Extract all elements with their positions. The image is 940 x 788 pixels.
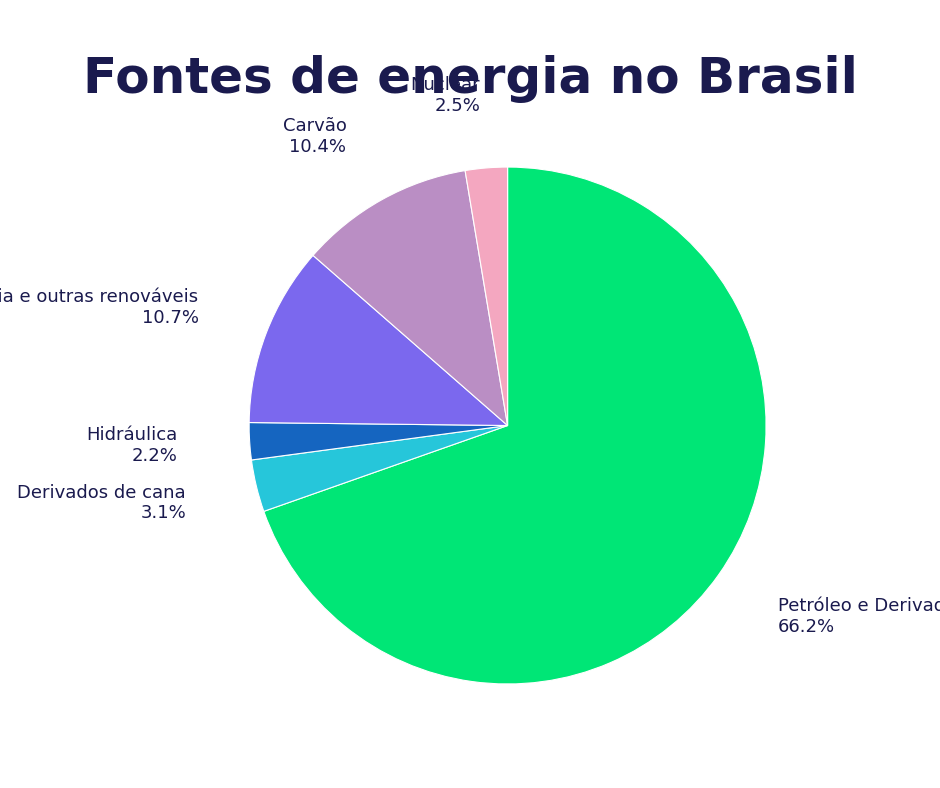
- Text: Fontes de energia no Brasil: Fontes de energia no Brasil: [83, 55, 857, 103]
- Wedge shape: [465, 167, 508, 426]
- Wedge shape: [249, 422, 508, 460]
- Text: Carvão
10.4%: Carvão 10.4%: [283, 117, 347, 156]
- Text: Hidráulica
2.2%: Hidráulica 2.2%: [86, 426, 178, 465]
- Wedge shape: [313, 170, 508, 426]
- Wedge shape: [251, 426, 508, 511]
- Text: Lixívia e outras renováveis
10.7%: Lixívia e outras renováveis 10.7%: [0, 288, 198, 327]
- Text: Derivados de cana
3.1%: Derivados de cana 3.1%: [17, 484, 186, 522]
- Wedge shape: [249, 255, 508, 426]
- Wedge shape: [264, 167, 766, 684]
- Text: Petróleo e Derivados
66.2%: Petróleo e Derivados 66.2%: [777, 597, 940, 636]
- Text: Nuclear
2.5%: Nuclear 2.5%: [411, 76, 480, 115]
